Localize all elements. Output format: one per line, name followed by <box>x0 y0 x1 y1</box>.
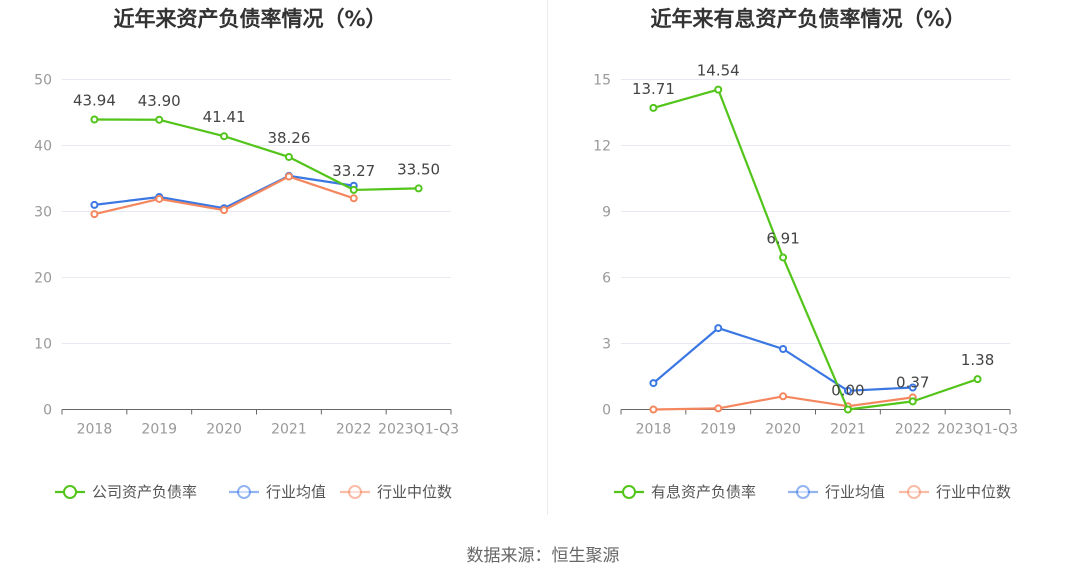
legend-marker-icon <box>237 485 251 499</box>
legend-marker-icon <box>796 485 810 499</box>
legend-item[interactable]: 有息资产负债率 <box>614 483 756 501</box>
legend-marker-icon <box>63 485 77 499</box>
y-tick-label: 12 <box>593 139 611 155</box>
data-label: 14.54 <box>697 62 740 80</box>
data-point <box>90 115 99 124</box>
data-point <box>90 200 99 209</box>
chart-interest-bearing-debt-ratio: 近年来有息资产负债率情况（%） 0 3 6 9 12 15 2018 2019 2020 2021 2… <box>593 7 1018 501</box>
legend-label: 行业均值 <box>266 483 326 501</box>
data-label: 13.71 <box>632 80 675 98</box>
legend-item[interactable]: 公司资产负债率 <box>55 483 197 501</box>
data-point <box>843 386 852 395</box>
y-tick-label: 0 <box>602 403 611 419</box>
data-label: 1.38 <box>961 351 994 369</box>
legend-marker-icon <box>348 485 362 499</box>
legend-label: 行业均值 <box>825 483 885 501</box>
legend-item[interactable]: 行业中位数 <box>340 483 452 501</box>
data-point <box>714 324 723 333</box>
data-point <box>779 392 788 401</box>
data-point <box>843 405 852 414</box>
data-label: 43.94 <box>73 91 116 109</box>
x-tick-label: 2023Q1-Q3 <box>937 422 1018 438</box>
series-line <box>94 118 419 192</box>
y-tick-label: 10 <box>34 337 52 353</box>
data-point <box>284 172 293 181</box>
series-line <box>653 88 978 411</box>
legend-label: 行业中位数 <box>377 483 452 501</box>
data-point <box>714 85 723 94</box>
data-point <box>779 345 788 353</box>
data-label: 43.90 <box>138 92 181 110</box>
data-point <box>220 206 229 215</box>
data-point <box>779 253 788 262</box>
x-tick-label: 2019 <box>700 422 736 438</box>
x-tick-label: 2018 <box>636 422 672 438</box>
legend-label: 公司资产负债率 <box>92 483 197 501</box>
y-tick-label: 15 <box>593 73 611 89</box>
y-tick-label: 40 <box>34 139 52 155</box>
data-point <box>649 379 658 388</box>
chart-divider <box>547 0 548 515</box>
series-line <box>652 327 913 392</box>
x-tick-label: 2021 <box>271 422 307 438</box>
data-label: 0.00 <box>831 382 864 400</box>
x-tick-label: 2022 <box>336 422 372 438</box>
data-label: 38.26 <box>267 129 310 147</box>
x-tick-label: 2020 <box>765 422 801 438</box>
x-tick-label: 2019 <box>141 422 177 438</box>
chart-debt-ratio: 近年来资产负债率情况（%） 0 10 20 30 40 50 2018 2019 2020 2021… <box>34 7 459 501</box>
data-label: 0.37 <box>896 373 929 391</box>
data-point <box>349 194 358 203</box>
y-tick-label: 9 <box>602 205 611 221</box>
data-point <box>90 210 99 219</box>
data-source-label: 数据来源：恒生聚源 <box>466 546 620 566</box>
y-tick-label: 0 <box>43 403 52 419</box>
x-tick-label: 2020 <box>206 422 242 438</box>
legend-marker-icon <box>907 485 921 499</box>
data-point <box>414 184 423 193</box>
y-tick-label: 6 <box>602 271 611 287</box>
y-tick-label: 20 <box>34 271 52 287</box>
data-label: 6.91 <box>766 229 799 247</box>
data-point <box>649 405 658 414</box>
data-point <box>155 194 164 203</box>
data-point <box>349 185 358 194</box>
legend-marker-icon <box>622 485 636 499</box>
data-point <box>714 404 723 413</box>
data-label: 33.50 <box>397 160 440 178</box>
data-label: 33.27 <box>332 162 375 180</box>
data-point <box>220 132 229 141</box>
data-point <box>284 152 293 161</box>
data-point <box>155 115 164 124</box>
data-point <box>908 397 917 406</box>
x-tick-label: 2023Q1-Q3 <box>378 422 459 438</box>
x-tick-label: 2021 <box>830 422 866 438</box>
data-point <box>908 383 917 392</box>
y-tick-label: 50 <box>34 73 52 89</box>
legend-item[interactable]: 行业均值 <box>788 483 885 501</box>
x-tick-label: 2018 <box>77 422 113 438</box>
legend-label: 有息资产负债率 <box>651 483 756 501</box>
legend-item[interactable]: 行业中位数 <box>899 483 1011 501</box>
data-point <box>649 103 658 112</box>
data-label: 41.41 <box>203 108 246 126</box>
series-line <box>94 174 354 210</box>
y-tick-label: 3 <box>602 337 611 353</box>
legend-label: 行业中位数 <box>936 483 1011 501</box>
chart-title: 近年来有息资产负债率情况（%） <box>650 7 965 31</box>
data-point <box>973 375 982 384</box>
legend-item[interactable]: 行业均值 <box>229 483 326 501</box>
chart-title: 近年来资产负债率情况（%） <box>113 7 386 31</box>
x-tick-label: 2022 <box>895 422 931 438</box>
y-tick-label: 30 <box>34 205 52 221</box>
